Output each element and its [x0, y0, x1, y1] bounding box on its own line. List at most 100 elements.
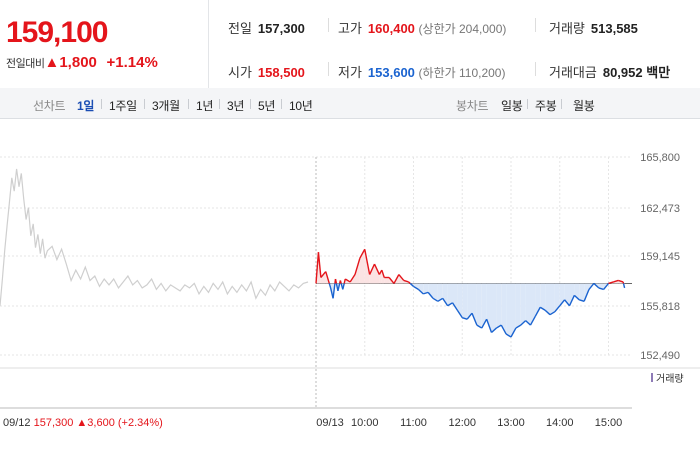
prev-day-change: 157,300 ▲3,600 (+2.34%) [34, 417, 163, 429]
upper-limit: (상한가 204,000) [418, 22, 507, 36]
volume-legend-swatch [651, 373, 653, 382]
volume-label: 거래량 [549, 21, 585, 36]
divider [561, 99, 562, 109]
down-segment [437, 297, 444, 302]
period-1y-tab[interactable]: 1년 [196, 99, 214, 113]
low-price: 저가 153,600 (하한가 110,200) [338, 62, 505, 81]
period-3y-tab[interactable]: 3년 [227, 99, 245, 113]
down-segment [515, 324, 522, 329]
period-5y-tab[interactable]: 5년 [258, 99, 276, 113]
up-segment [359, 248, 366, 259]
up-segment [354, 257, 361, 275]
chart-labels: 165,800 162,473 159,145 155,818 152,490 09/13… [3, 152, 680, 429]
high-price: 고가 160,400 (상한가 204,000) [338, 18, 506, 37]
divider [535, 18, 536, 32]
candle-weekly-tab[interactable]: 주봉 [535, 99, 557, 113]
divider [188, 99, 189, 109]
down-fill [525, 283, 531, 326]
down-segment [559, 299, 566, 307]
candle-chart-label: 봉차트 [456, 99, 489, 113]
y-tick-label: 162,473 [640, 203, 680, 215]
down-segment [598, 287, 604, 291]
up-segment [403, 279, 409, 283]
up-segment [344, 278, 351, 283]
down-segment [332, 283, 336, 299]
candle-monthly-tab[interactable]: 월봉 [573, 99, 595, 113]
lower-limit: (하한가 110,200) [418, 66, 506, 80]
down-fill [545, 283, 550, 315]
y-tick-label: 155,818 [640, 301, 680, 313]
down-fill [511, 283, 516, 337]
down-segment [462, 316, 468, 320]
y-tick-label: 165,800 [640, 152, 680, 164]
down-fill [433, 283, 438, 302]
volume: 거래량 513,585 [549, 18, 638, 37]
change-value: 1,800 [59, 54, 97, 71]
down-segment [442, 297, 449, 307]
volume-legend-label: 거래량 [656, 373, 684, 385]
up-segment [334, 278, 338, 284]
down-segment [525, 320, 531, 326]
down-segment [593, 282, 600, 289]
down-segment [491, 327, 497, 334]
period-1d-tab[interactable]: 1일 [77, 99, 95, 113]
down-fill [554, 283, 560, 312]
volume-value: 513,585 [590, 21, 638, 36]
period-3m-tab[interactable]: 3개월 [152, 99, 180, 113]
down-segment [579, 299, 585, 302]
down-segment [520, 320, 527, 326]
chart-lines [0, 168, 626, 338]
down-segment [432, 297, 439, 302]
down-segment [337, 283, 341, 292]
down-fill [462, 283, 468, 320]
open-label: 시가 [228, 65, 252, 80]
up-segment [398, 274, 405, 281]
down-segment [409, 282, 414, 287]
divider [328, 62, 329, 76]
down-fill [579, 283, 585, 302]
down-segment [485, 318, 493, 333]
down-fill [540, 283, 546, 311]
down-segment [588, 283, 595, 290]
up-segment [343, 278, 346, 284]
open-value: 158,500 [257, 65, 305, 80]
down-segment [417, 288, 424, 295]
up-segment [349, 274, 356, 283]
high-label: 고가 [338, 21, 362, 36]
candle-daily-tab[interactable]: 일봉 [501, 99, 523, 113]
down-segment [496, 324, 502, 329]
low-value: 153,600 [367, 65, 415, 80]
x-tick-label: 12:00 [448, 417, 476, 429]
down-segment [451, 302, 458, 311]
down-segment [564, 299, 571, 307]
down-fill [496, 283, 502, 329]
period-10y-tab[interactable]: 10년 [289, 99, 313, 113]
up-segment [373, 263, 381, 275]
down-segment [447, 302, 453, 307]
divider [527, 99, 528, 109]
up-fill [359, 249, 365, 284]
amount-unit: 백만 [646, 65, 671, 80]
up-segment [388, 277, 395, 284]
up-fill [384, 277, 390, 284]
price-change: 전일대비▲1,800 +1.14% [6, 54, 158, 71]
period-1w-tab[interactable]: 1주일 [109, 99, 137, 113]
down-segment [481, 318, 488, 329]
down-segment [510, 327, 517, 338]
down-segment [505, 333, 512, 338]
amount-value: 80,952 [602, 65, 643, 80]
down-segment [413, 285, 419, 290]
down-fill [564, 283, 570, 306]
prev-day-line [0, 168, 309, 306]
down-fill [535, 283, 541, 317]
quote-header: 159,100 전일대비▲1,800 +1.14% 전일 157,300 고가 16… [0, 0, 700, 89]
x-tick-label: 13:00 [497, 417, 525, 429]
up-segment [325, 271, 330, 284]
divider [328, 18, 329, 32]
down-fill [481, 283, 487, 329]
down-fill [550, 283, 555, 315]
y-tick-label: 159,145 [640, 251, 680, 263]
change-percent: +1.14% [106, 54, 158, 71]
down-fill [423, 283, 429, 294]
up-fill [374, 264, 380, 284]
